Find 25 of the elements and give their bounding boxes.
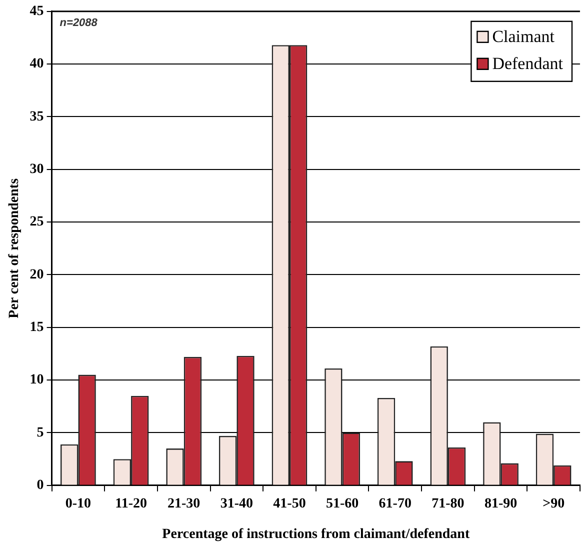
x-tick-label: 0-10 [65, 496, 92, 512]
x-tick-label: 61-70 [378, 496, 412, 512]
y-axis-title: Per cent of respondents [7, 178, 22, 318]
y-tick-label: 15 [30, 320, 44, 336]
y-tick-label: 10 [30, 372, 44, 388]
x-tick-label: >90 [542, 496, 565, 512]
x-tick-label: 51-60 [326, 496, 359, 512]
x-tick-label: 81-90 [484, 496, 518, 512]
y-tick-label: 45 [30, 4, 44, 20]
y-tick-label: 40 [30, 56, 44, 72]
legend-label: Defendant [492, 54, 564, 73]
x-tick-label: 31-40 [220, 496, 254, 512]
x-axis-title: Percentage of instructions from claimant/defendant [162, 527, 470, 542]
y-tick-label: 35 [30, 109, 44, 124]
x-tick-label: 21-30 [168, 496, 200, 512]
y-tick-label: 30 [30, 162, 44, 178]
x-tick-label: 11-20 [115, 496, 147, 512]
y-tick-label: 0 [36, 478, 44, 494]
legend-label: Claimant [492, 26, 555, 46]
x-tick-label: 41-50 [273, 496, 306, 512]
y-tick-label: 25 [30, 214, 44, 230]
y-tick-label: 5 [36, 425, 44, 440]
x-tick-label: 71-80 [432, 496, 464, 512]
y-tick-label: 20 [30, 267, 44, 282]
annotation: n=2088 [60, 16, 98, 29]
